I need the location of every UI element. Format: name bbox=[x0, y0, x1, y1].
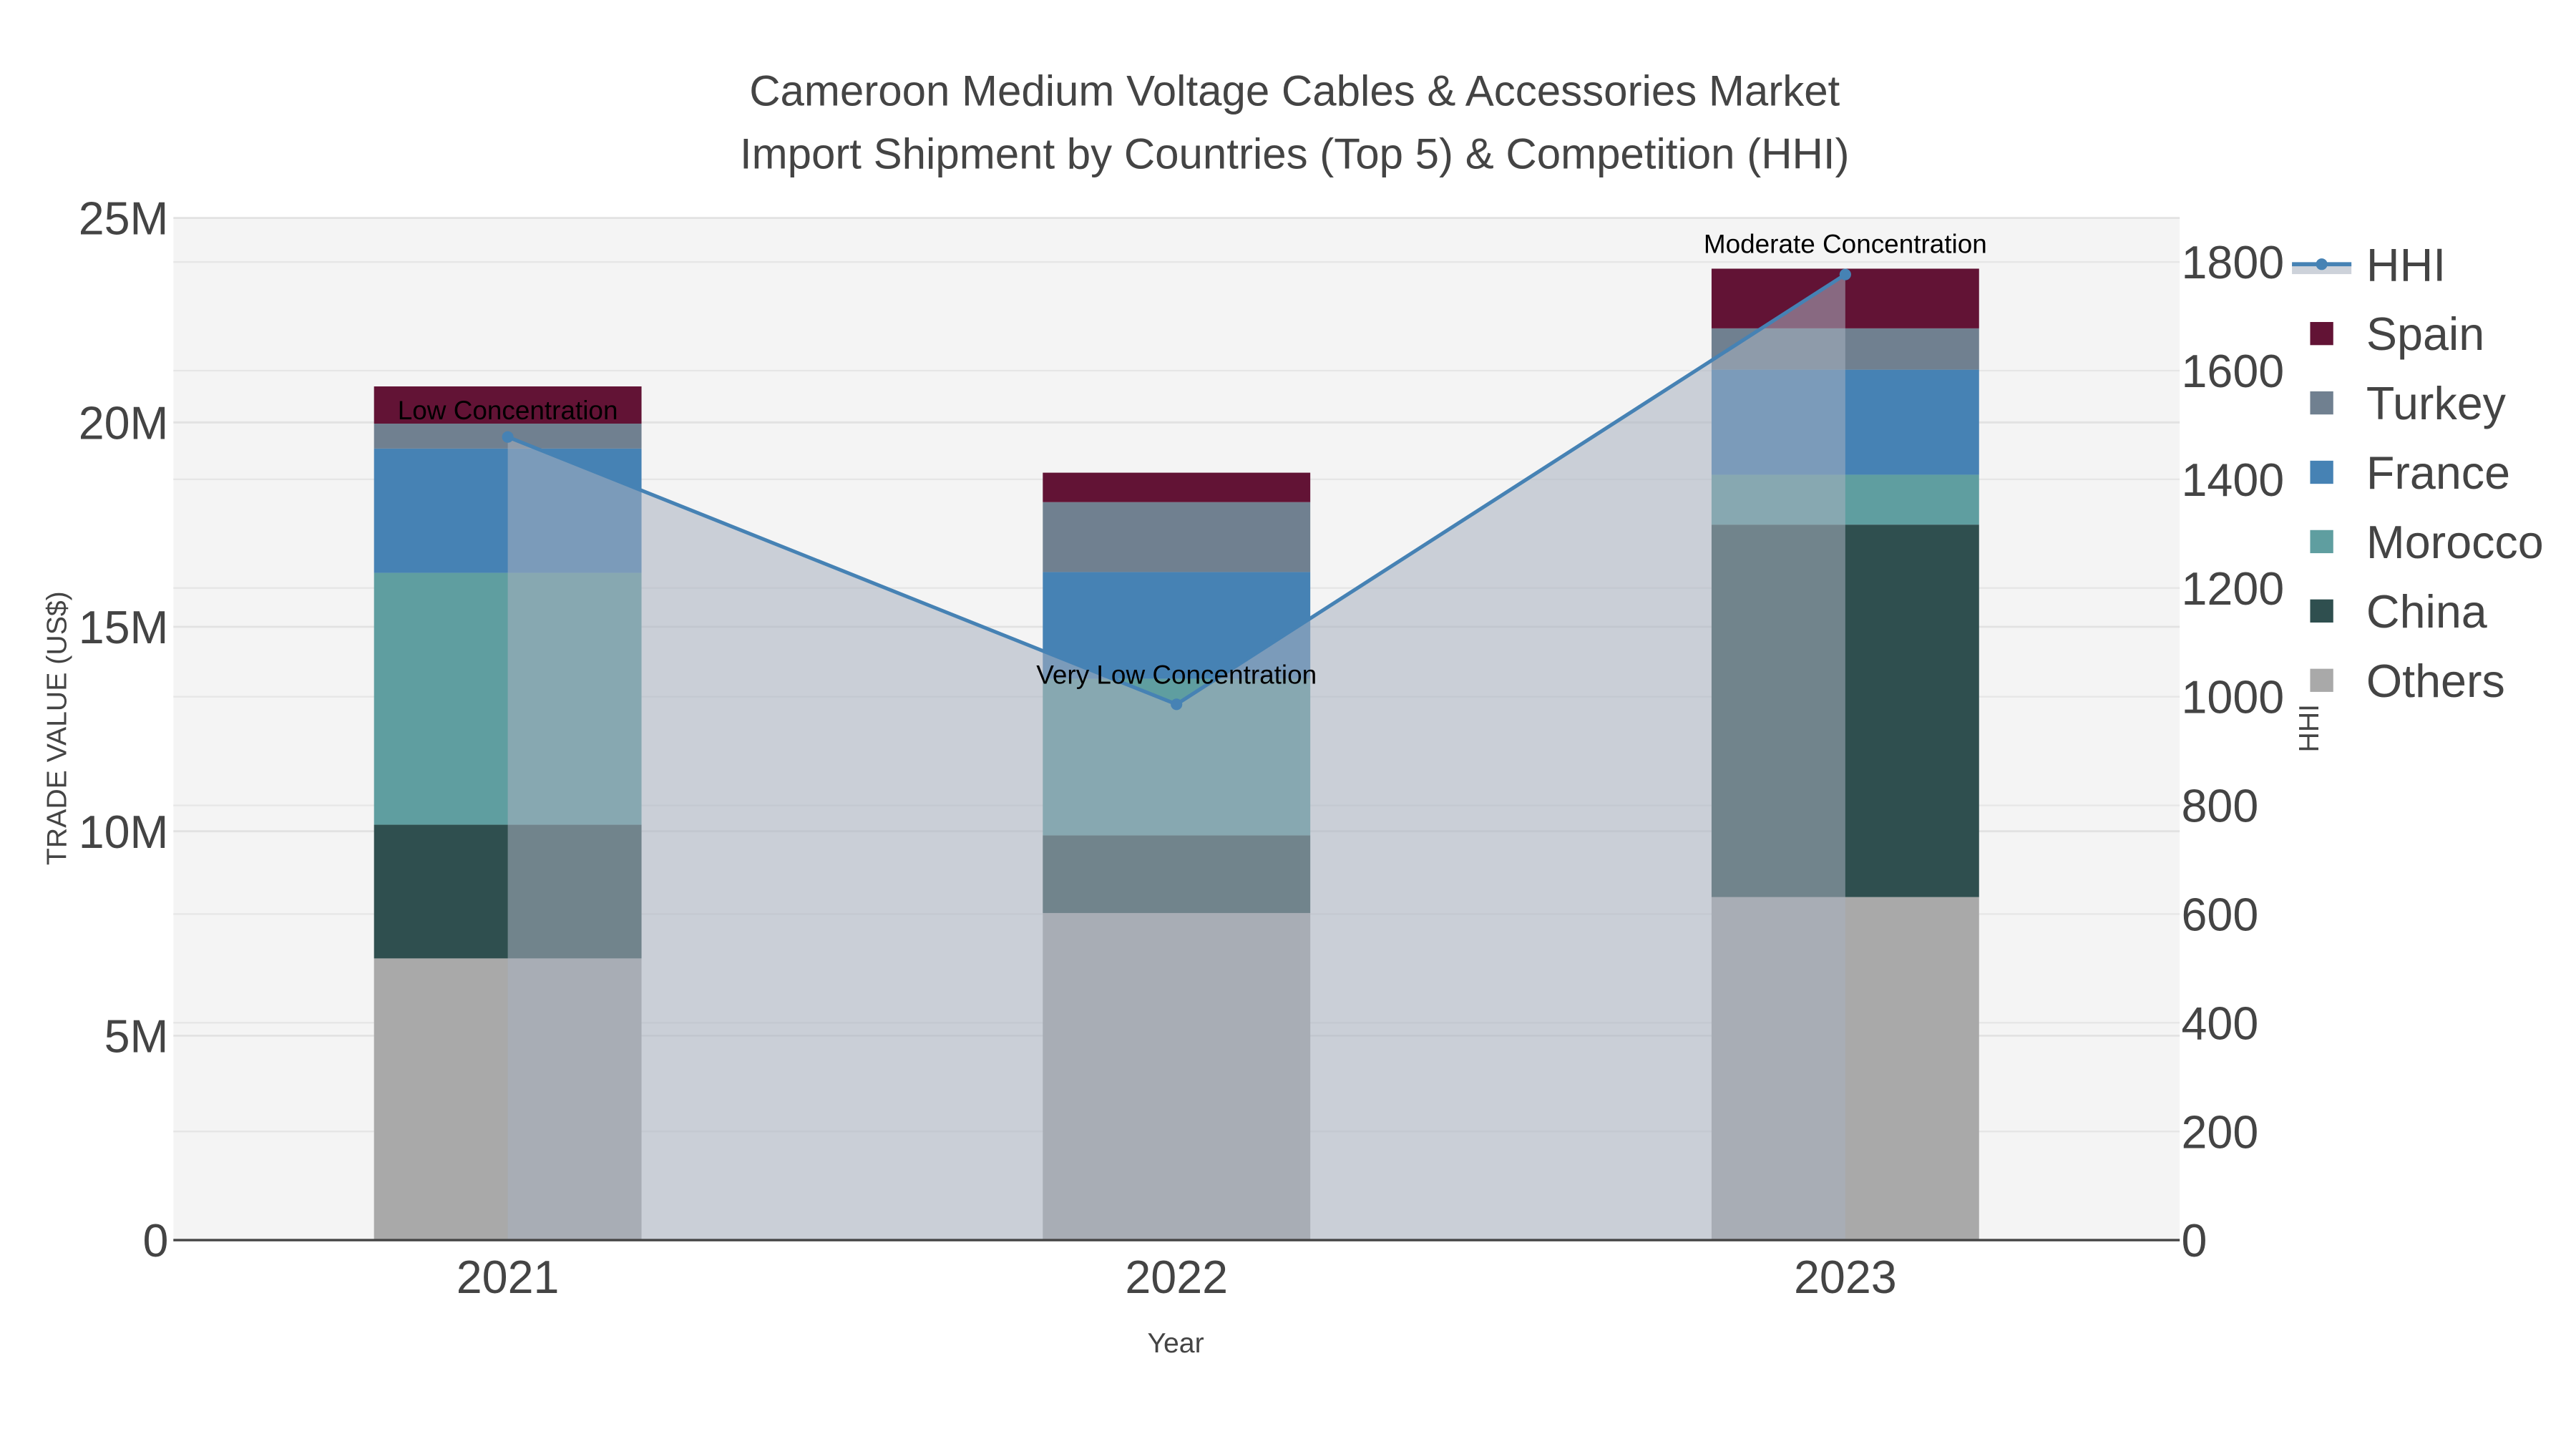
bar-spain-2021 bbox=[374, 386, 642, 424]
annotations: Low Concentration Very Low Concentration M… bbox=[398, 230, 1987, 690]
legend-label-hhi: HHI bbox=[2366, 239, 2446, 291]
y2-axis-title: HHI bbox=[2293, 704, 2325, 753]
chart-title-line-2: Import Shipment by Countries (Top 5) & C… bbox=[740, 130, 1850, 177]
hhi-point-2023 bbox=[1839, 268, 1851, 280]
y2-axis-ticks: 0 200 400 600 800 1000 1200 1400 1600 1800 bbox=[2181, 237, 2284, 1267]
bar-spain-2022 bbox=[1043, 472, 1311, 502]
legend-swatch-morocco bbox=[2310, 530, 2333, 554]
chart-title-line-1: Cameroon Medium Voltage Cables & Accesso… bbox=[749, 67, 1840, 115]
y2-tick-label: 1200 bbox=[2181, 563, 2284, 615]
y-axis-title: TRADE VALUE (US$) bbox=[41, 591, 72, 865]
hhi-point-2022 bbox=[1171, 698, 1183, 711]
legend-swatch-china bbox=[2310, 599, 2333, 623]
y-tick-label: 10M bbox=[79, 806, 169, 858]
x-tick-label: 2021 bbox=[457, 1252, 560, 1303]
y-tick-label: 25M bbox=[79, 193, 169, 245]
legend-label-turkey: Turkey bbox=[2366, 378, 2507, 429]
legend-swatch-others bbox=[2310, 668, 2333, 692]
y-tick-label: 15M bbox=[79, 602, 169, 653]
legend-swatch-hhi-marker bbox=[2316, 258, 2328, 270]
annotation-2021: Low Concentration bbox=[398, 396, 618, 425]
y2-tick-label: 1600 bbox=[2181, 346, 2284, 397]
y2-tick-label: 0 bbox=[2181, 1215, 2207, 1267]
bar-turkey-2022 bbox=[1043, 502, 1311, 572]
y-axis-ticks: 0 5M 10M 15M 20M 25M bbox=[79, 193, 169, 1267]
hhi-area bbox=[507, 274, 1845, 1241]
annotation-2022: Very Low Concentration bbox=[1036, 660, 1317, 689]
legend-label-france: France bbox=[2366, 447, 2510, 499]
hhi-point-2021 bbox=[502, 431, 514, 443]
legend-label-spain: Spain bbox=[2366, 308, 2484, 360]
legend-swatch-spain bbox=[2310, 322, 2333, 346]
y2-tick-label: 600 bbox=[2181, 889, 2258, 941]
legend-label-china: China bbox=[2366, 586, 2487, 638]
x-axis-title: Year bbox=[1147, 1327, 1204, 1359]
y2-tick-label: 1000 bbox=[2181, 672, 2284, 723]
y2-tick-label: 400 bbox=[2181, 997, 2258, 1049]
legend-label-others: Others bbox=[2366, 655, 2505, 707]
annotation-2023: Moderate Concentration bbox=[1704, 230, 1987, 259]
y2-tick-label: 200 bbox=[2181, 1106, 2258, 1158]
x-axis-ticks: 2021 2022 2023 bbox=[457, 1252, 1897, 1303]
y-tick-label: 0 bbox=[142, 1215, 168, 1267]
x-tick-label: 2023 bbox=[1794, 1252, 1897, 1303]
hhi-series bbox=[502, 268, 1851, 1241]
legend-swatch-france bbox=[2310, 460, 2333, 484]
y2-tick-label: 1400 bbox=[2181, 454, 2284, 506]
y-tick-label: 5M bbox=[104, 1010, 169, 1062]
legend-label-morocco: Morocco bbox=[2366, 517, 2544, 568]
y-tick-label: 20M bbox=[79, 397, 169, 449]
y2-tick-label: 1800 bbox=[2181, 237, 2284, 288]
legend-swatch-turkey bbox=[2310, 391, 2333, 415]
x-tick-label: 2022 bbox=[1125, 1252, 1228, 1303]
y2-tick-label: 800 bbox=[2181, 781, 2258, 832]
legend: HHI Spain Turkey France Morocco China Others bbox=[2292, 239, 2544, 707]
